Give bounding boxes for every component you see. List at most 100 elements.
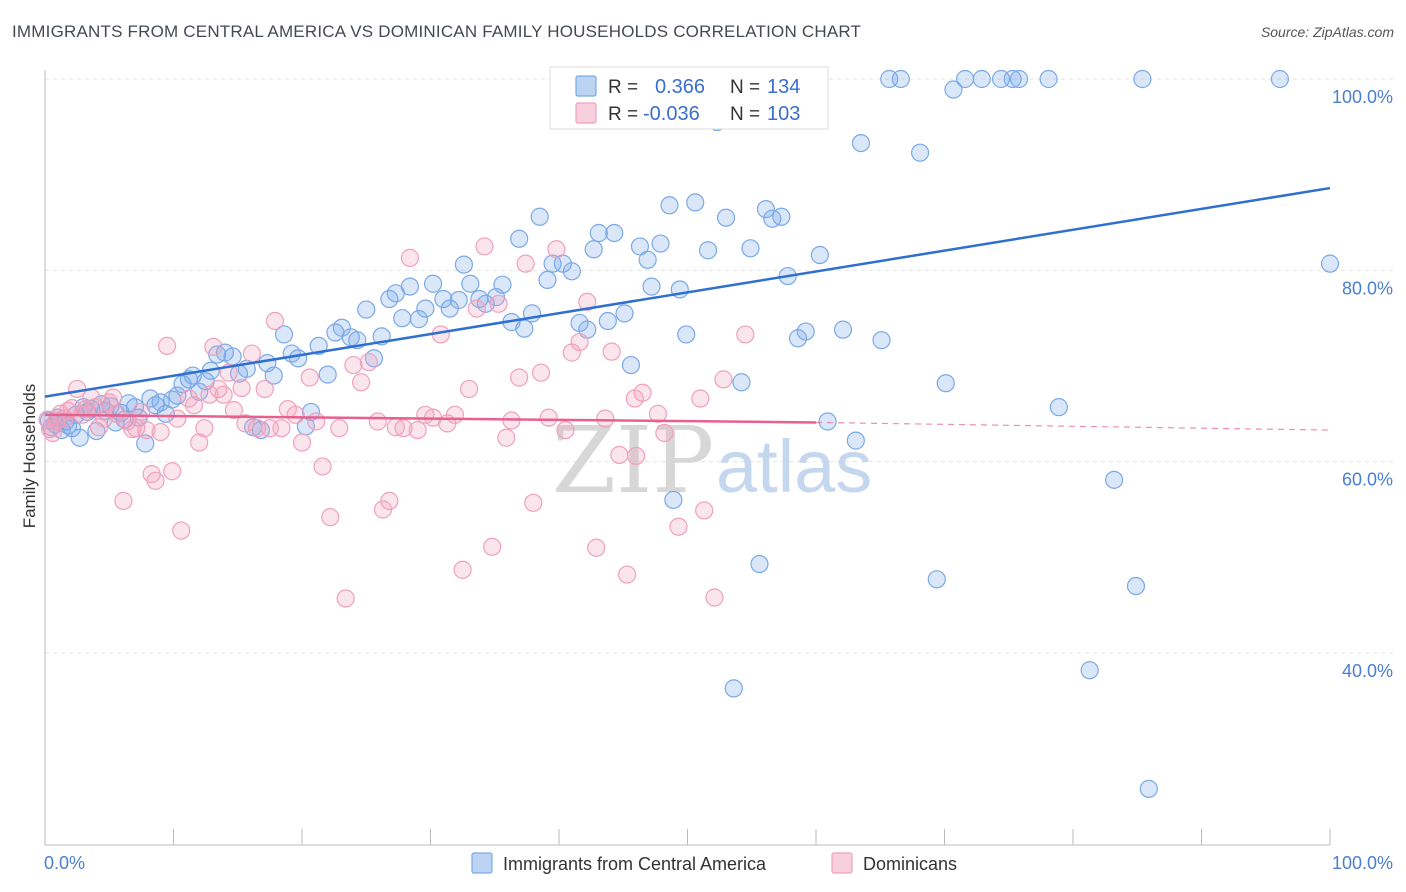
point-dominicans	[321, 508, 340, 527]
point-central-america	[1133, 69, 1152, 89]
x-axis-max-label: 100.0%	[1332, 853, 1393, 873]
point-dominicans	[610, 445, 629, 465]
point-dominicans	[618, 565, 637, 584]
point-central-america	[1139, 779, 1158, 798]
point-dominicans	[539, 408, 558, 427]
legend-r-label-1: R =	[608, 77, 638, 98]
point-dominicans	[224, 400, 243, 420]
point-central-america	[309, 336, 328, 356]
point-central-america	[423, 274, 443, 293]
point-central-america	[530, 207, 549, 226]
point-central-america	[772, 207, 791, 226]
point-central-america	[846, 431, 865, 450]
stats-legend: R = 0.366 N = 134 R = -0.036 N = 103	[549, 66, 829, 130]
legend-swatch-pink	[575, 102, 597, 124]
point-dominicans	[300, 368, 319, 387]
y-tick-label: 100.0%	[1332, 87, 1393, 107]
point-dominicans	[408, 420, 427, 440]
point-central-america	[190, 382, 209, 401]
trend-line-dominicans-extension	[815, 421, 1331, 431]
point-dominicans	[453, 560, 472, 579]
legend-r-value-2: -0.036	[643, 103, 700, 125]
series-dominicans	[38, 237, 755, 608]
point-central-america	[724, 679, 743, 698]
point-dominicans	[77, 399, 96, 419]
point-dominicans	[368, 412, 387, 431]
point-central-america	[461, 274, 480, 293]
legend-swatch-central-america	[471, 852, 493, 874]
point-dominicans	[380, 491, 399, 510]
point-central-america	[493, 275, 512, 294]
point-dominicans	[475, 237, 494, 256]
point-central-america	[318, 365, 337, 384]
point-dominicans	[695, 501, 714, 520]
point-dominicans	[359, 353, 378, 372]
point-dominicans	[132, 402, 151, 422]
point-dominicans	[163, 462, 182, 481]
point-dominicans	[307, 412, 326, 431]
y-tick-label: 40.0%	[1342, 661, 1393, 681]
point-dominicans	[330, 419, 349, 438]
point-dominicans	[214, 385, 233, 404]
point-dominicans	[104, 388, 123, 407]
chart-title: IMMIGRANTS FROM CENTRAL AMERICA VS DOMIN…	[12, 22, 862, 41]
point-central-america	[810, 245, 829, 265]
point-dominicans	[570, 332, 589, 352]
point-dominicans	[648, 404, 668, 423]
point-central-america	[400, 277, 420, 296]
point-dominicans	[445, 405, 465, 424]
point-dominicans	[146, 471, 165, 490]
point-central-america	[589, 223, 608, 243]
point-central-america	[1003, 69, 1022, 89]
point-dominicans	[190, 433, 209, 452]
point-central-america	[756, 200, 775, 219]
point-central-america	[927, 570, 946, 589]
point-dominicans	[286, 405, 305, 424]
point-central-america	[223, 347, 242, 366]
point-central-america	[543, 254, 562, 273]
point-dominicans	[602, 342, 621, 361]
point-central-america	[651, 234, 670, 253]
point-central-america	[510, 229, 529, 248]
point-dominicans	[242, 344, 261, 363]
legend-n-label-1: N =	[730, 77, 760, 98]
point-dominicans	[168, 409, 187, 428]
legend-label-dominicans: Dominicans	[863, 854, 957, 874]
point-central-america	[664, 490, 683, 510]
point-central-america	[615, 304, 634, 323]
point-central-america	[872, 331, 891, 350]
point-central-america	[630, 237, 650, 256]
point-dominicans	[400, 248, 420, 267]
point-central-america	[274, 325, 294, 344]
point-central-america	[660, 196, 679, 215]
point-central-america	[136, 434, 155, 453]
x-axis-min-label: 0.0%	[44, 853, 85, 873]
point-central-america	[698, 241, 718, 260]
point-dominicans	[459, 379, 479, 399]
point-dominicans	[497, 428, 516, 447]
point-central-america	[621, 355, 641, 375]
point-dominicans	[669, 517, 688, 536]
point-dominicans	[195, 419, 214, 438]
point-dominicans	[578, 292, 597, 312]
point-central-america	[936, 374, 955, 393]
point-central-america	[357, 300, 376, 319]
series-legend: Immigrants from Central America Dominica…	[471, 852, 957, 874]
point-dominicans	[483, 537, 502, 556]
axes	[44, 70, 1331, 846]
point-central-america	[1270, 69, 1289, 89]
point-dominicans	[556, 420, 575, 440]
point-dominicans	[236, 414, 255, 433]
point-dominicans	[107, 404, 127, 423]
point-dominicans	[394, 419, 413, 438]
point-dominicans	[489, 294, 508, 313]
legend-n-label-2: N =	[730, 104, 760, 125]
point-central-america	[677, 325, 696, 344]
point-central-america	[833, 320, 853, 339]
point-dominicans	[467, 299, 486, 318]
point-central-america	[449, 290, 468, 310]
point-central-america	[393, 309, 412, 328]
point-dominicans	[626, 446, 646, 466]
point-central-america	[289, 349, 308, 368]
